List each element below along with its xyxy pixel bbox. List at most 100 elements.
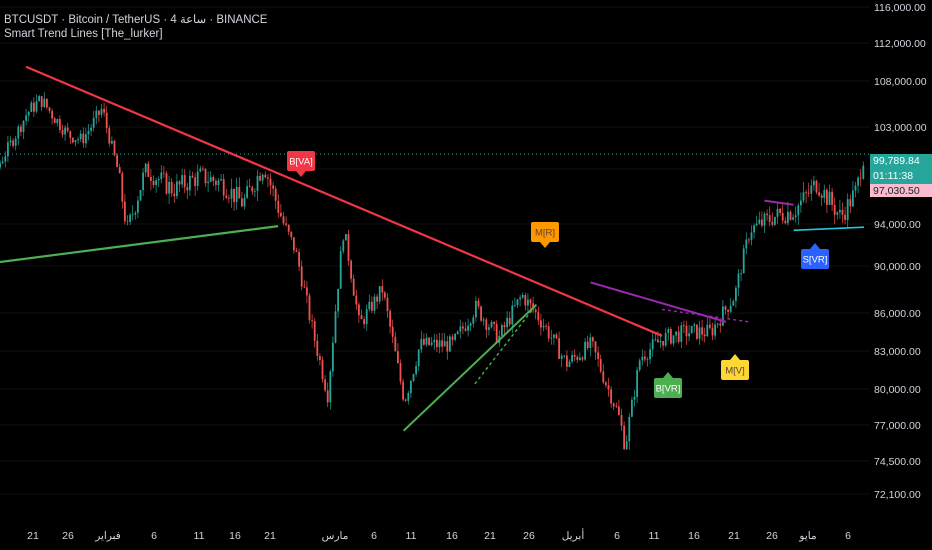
trend-line-rising-support (402, 304, 538, 432)
candle-body (90, 127, 92, 131)
candle-body (43, 98, 46, 107)
candle-body (800, 200, 802, 206)
candle-body (605, 382, 607, 386)
candle-body (124, 201, 126, 222)
candle-body (134, 212, 137, 215)
candle-body (61, 130, 64, 135)
candle-body (415, 366, 417, 375)
candle-body (789, 211, 792, 220)
price-tick-label: 83,000.00 (874, 346, 921, 358)
candle-body (194, 177, 196, 186)
candle-body (620, 414, 623, 426)
candle-body (282, 216, 285, 224)
candle-body (560, 355, 563, 359)
candle-body (469, 323, 472, 326)
candle-body (202, 168, 204, 170)
candle-body (152, 180, 155, 186)
candle-body (358, 304, 360, 316)
time-tick-label: 11 (649, 530, 660, 542)
candle-body (610, 389, 612, 404)
candle-body (586, 341, 589, 348)
candle-body (501, 325, 503, 336)
candle-body (376, 296, 378, 302)
candle-body (514, 305, 516, 306)
candle-body (761, 219, 763, 226)
candle-body (342, 240, 345, 252)
candle-body (274, 188, 277, 201)
candle-body (599, 359, 602, 372)
candle-body (529, 299, 532, 304)
candle-body (826, 189, 828, 205)
candle-body (844, 214, 846, 221)
candle-body (407, 392, 410, 401)
candle-body (129, 214, 131, 222)
countdown-tag: 01:11:38 (870, 169, 932, 184)
candle-body (846, 199, 849, 221)
candle-body (664, 332, 667, 346)
candle-body (168, 181, 170, 194)
candle-body (735, 287, 737, 302)
candle-body (345, 234, 347, 241)
candle-body (792, 217, 794, 220)
candle-body (246, 186, 248, 198)
candle-body (235, 186, 238, 202)
candle-body (95, 110, 98, 118)
candle-body (568, 361, 571, 367)
candle-body (155, 180, 157, 186)
candle-body (488, 327, 490, 330)
price-tick-label: 90,000.00 (874, 261, 921, 273)
candle-body (373, 296, 376, 311)
candle-body (241, 198, 243, 207)
candle-body (602, 371, 605, 383)
candle-body (272, 185, 274, 189)
candle-body (542, 325, 545, 328)
candle-body (573, 354, 576, 357)
candle-body (748, 239, 750, 241)
candle-body (781, 212, 784, 221)
time-tick-label: 26 (766, 530, 778, 542)
candle-body (467, 325, 469, 331)
candle-body (363, 319, 365, 325)
candle-body (79, 133, 82, 140)
candle-body (750, 232, 753, 240)
candle-body (628, 416, 631, 442)
candle-body (703, 334, 706, 337)
candle-body (527, 299, 529, 306)
candle-body (490, 321, 493, 328)
candle-body (524, 295, 527, 306)
signal-box (801, 249, 829, 269)
candle-body (72, 137, 74, 143)
signal-text: S[VR] (803, 255, 828, 266)
candle-body (243, 197, 246, 207)
trend-line-support (0, 225, 279, 264)
price-tick-label: 108,000.00 (874, 76, 927, 88)
candle-body (303, 286, 306, 288)
signal-pointer (296, 171, 306, 177)
candle-body (823, 189, 826, 198)
signal-text: M[V] (725, 366, 745, 377)
candle-body (649, 349, 651, 360)
candle-body (402, 381, 404, 400)
candle-body (378, 286, 381, 302)
candle-body (38, 96, 40, 102)
time-tick-label: 26 (62, 530, 74, 542)
time-tick-label: 16 (229, 530, 241, 542)
candle-body (222, 179, 225, 196)
candle-body (659, 341, 662, 343)
candle-body (404, 399, 407, 401)
candle-body (592, 337, 594, 342)
candle-body (287, 224, 290, 232)
candle-body (391, 326, 394, 337)
time-tick-label: 21 (484, 530, 496, 542)
candle-body (558, 338, 560, 359)
candle-body (477, 300, 480, 307)
candle-body (311, 320, 313, 322)
candle-body (802, 192, 805, 201)
candle-body (100, 108, 103, 115)
candle-body (69, 130, 72, 138)
candle-body (805, 192, 807, 194)
candle-body (581, 357, 584, 360)
candle-body (425, 337, 428, 345)
